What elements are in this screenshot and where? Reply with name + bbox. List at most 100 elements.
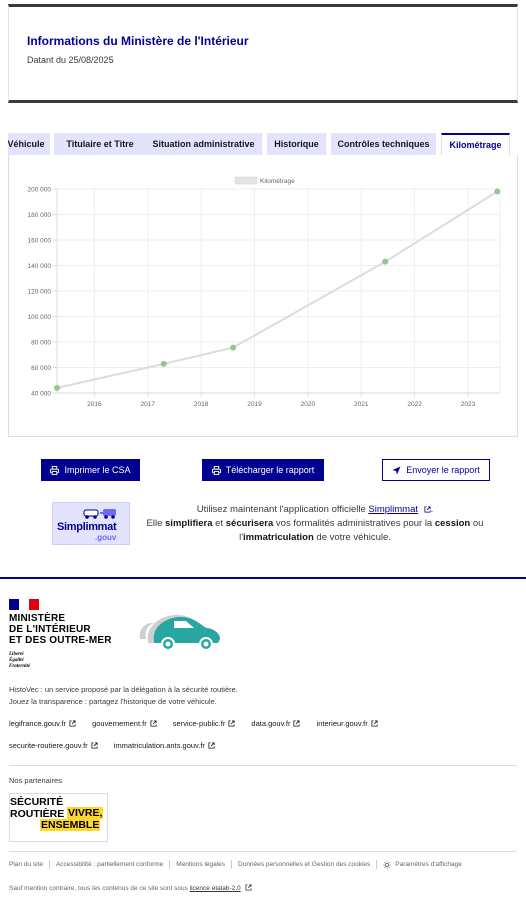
external-link-icon [91,742,98,749]
send-report-button[interactable]: Envoyer le rapport [382,459,490,481]
display-settings-button[interactable]: Paramètres d'affichage [383,860,462,869]
external-link-icon [424,506,431,513]
link-immatriculation-ants[interactable]: immatriculation.ants.gouv.fr [114,741,215,750]
external-link-icon [245,884,252,891]
link-gouvernement[interactable]: gouvernement.fr [92,719,157,728]
simplimmat-text-h: l' [239,531,244,543]
simplimmat-text-f: cession [434,517,471,529]
series-line [56,190,498,389]
partners-label: Nos partenaires [9,776,62,785]
external-link-icon [150,720,157,727]
x-tick-label: 2018 [194,401,209,408]
footer-divider-bottom [9,851,517,852]
send-report-label: Envoyer le rapport [406,465,480,475]
external-link-icon [228,720,235,727]
footer-desc-line1: HistoVec : un service proposé par la dél… [9,685,238,694]
footer-divider [9,765,517,766]
legend-label: Kilométrage [260,178,295,185]
data-point [54,384,60,391]
separator [231,860,233,869]
motto-liberte: Liberté [9,652,24,657]
tab-panel-kilometrage: 40 000 60 000 80 000 100 000 120 000 140 000 1… [8,155,518,437]
link-legifrance[interactable]: legifrance.gouv.fr [9,719,76,728]
print-csa-label: Imprimer le CSA [64,465,131,475]
simplimmat-logo-sub: .gouv [95,533,117,542]
display-settings-label: Paramètres d'affichage [395,861,462,868]
legend-swatch [234,176,258,185]
simplimmat-car-icon [83,509,116,519]
link-accessibilite[interactable]: Accessibilité : partiellement conforme [55,861,164,868]
x-tick-label: 2019 [247,401,262,408]
y-tick-label: 180 000 [28,212,52,219]
simplimmat-text-j: de votre véhicule. [313,531,391,543]
download-report-button[interactable]: Télécharger le rapport [202,459,324,481]
x-tick-label: 2022 [407,401,422,408]
external-link-icon [293,720,300,727]
link-donnees-personnelles[interactable]: Données personnelles et Gestion des cook… [238,861,371,868]
partner-line3: VIVRE, [67,807,104,819]
tab-historique[interactable]: Historique [267,133,326,155]
tab-controles-techniques[interactable]: Contrôles techniques [331,133,436,155]
link-interieur-label: interieur.gouv.fr [316,719,368,728]
link-mentions-legales[interactable]: Mentions légales [176,861,226,868]
tab-kilometrage[interactable]: Kilométrage [441,133,510,155]
simplimmat-text-a: Elle [146,517,166,529]
separator [169,860,171,869]
link-service-public[interactable]: service-public.fr [173,719,236,728]
separator [48,860,50,869]
footer-description: HistoVec : un service proposé par la dél… [9,684,238,709]
license-notice: Sauf mention contraire, tous les contenu… [9,884,252,892]
french-flag-icon [9,599,39,610]
printer-icon [50,465,60,475]
simplimmat-text-d: sécurisera [225,517,274,529]
link-data-gouv[interactable]: data.gouv.fr [251,719,300,728]
external-link-icon [69,720,76,727]
link-plan-du-site[interactable]: Plan du site [9,861,43,868]
partner-line1: SÉCURITÉ [10,796,64,808]
tab-titulaire[interactable]: Titulaire et Titre [54,133,146,155]
link-immatriculation-ants-label: immatriculation.ants.gouv.fr [113,741,205,750]
ministry-line2: DE L'INTÉRIEUR [9,624,91,636]
external-link-icon [371,720,378,727]
footer-links-row2: securite-routiere.gouv.fr immatriculatio… [9,741,229,750]
y-tick-label: 140 000 [28,263,52,270]
link-securite-routiere[interactable]: securite-routiere.gouv.fr [9,741,98,750]
partner-line2: ROUTIÈRE [10,808,65,820]
download-report-label: Télécharger le rapport [225,465,315,475]
tab-list: Véhicule Titulaire et Titre Situation ad… [8,133,518,155]
tab-vehicule[interactable]: Véhicule [8,133,50,155]
x-tick-label: 2020 [301,401,316,408]
x-tick-label: 2017 [141,401,156,408]
data-point [494,188,501,195]
ministry-line1: MINISTÈRE [9,613,66,624]
y-tick-label: 40 000 [31,391,51,398]
simplimmat-promo: Utilisez maintenant l'application offici… [132,503,498,544]
print-csa-button[interactable]: Imprimer le CSA [41,459,140,481]
footer-bottom-links: Plan du site Accessibilité : partielleme… [9,860,462,869]
x-tick-label: 2021 [354,401,369,408]
info-date: Datant du 25/08/2025 [27,55,114,65]
motto-egalite: Égalité [9,657,24,663]
flag-blue [9,599,19,610]
simplimmat-logo[interactable]: Simplimmat .gouv [52,502,130,545]
link-legifrance-label: legifrance.gouv.fr [9,719,66,728]
simplimmat-line1-end: . [430,504,434,515]
license-link[interactable]: licence etalab-2.0 [189,885,241,892]
info-card: Informations du Ministère de l'Intérieur… [8,4,518,103]
securite-routiere-logo[interactable]: SÉCURITÉ ROUTIÈRE VIVRE, ENSEMBLE [9,793,108,842]
link-service-public-label: service-public.fr [172,719,226,728]
link-data-gouv-label: data.gouv.fr [251,719,291,728]
simplimmat-logo-text: Simplimmat [57,521,117,533]
simplimmat-text-g: ou [470,517,484,529]
separator [376,860,378,869]
mileage-chart: 40 000 60 000 80 000 100 000 120 000 140 000 1… [28,176,501,408]
simplimmat-text-c: et [212,517,226,529]
footer-links-row1: legifrance.gouv.fr gouvernement.fr servi… [9,719,392,728]
link-interieur[interactable]: interieur.gouv.fr [317,719,378,728]
x-tick-label: 2016 [87,401,102,408]
simplimmat-link[interactable]: Simplimmat [368,504,419,515]
ministry-line3: ET DES OUTRE-MER [9,635,112,647]
partner-line4: ENSEMBLE [40,819,101,831]
ministry-name[interactable]: MINISTÈRE DE L'INTÉRIEUR ET DES OUTRE-ME… [9,613,112,647]
tab-situation-administrative[interactable]: Situation administrative [145,133,262,155]
